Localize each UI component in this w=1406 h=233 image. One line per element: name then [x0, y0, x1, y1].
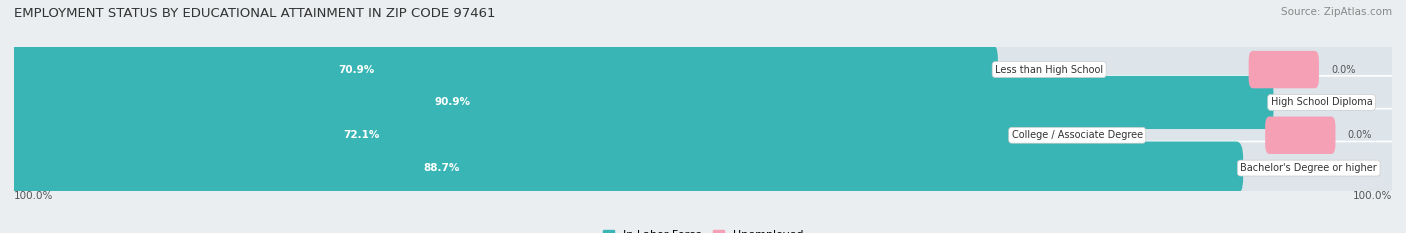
Text: Source: ZipAtlas.com: Source: ZipAtlas.com — [1281, 7, 1392, 17]
Text: 70.9%: 70.9% — [337, 65, 374, 75]
Text: Bachelor's Degree or higher: Bachelor's Degree or higher — [1240, 163, 1376, 173]
Text: 90.9%: 90.9% — [434, 97, 471, 107]
FancyBboxPatch shape — [1249, 51, 1319, 88]
FancyBboxPatch shape — [7, 141, 1243, 195]
FancyBboxPatch shape — [7, 43, 1399, 96]
Text: College / Associate Degree: College / Associate Degree — [1012, 130, 1143, 140]
Text: 72.1%: 72.1% — [343, 130, 380, 140]
Text: 0.0%: 0.0% — [1348, 130, 1372, 140]
Text: 0.0%: 0.0% — [1331, 65, 1355, 75]
FancyBboxPatch shape — [1265, 116, 1336, 154]
FancyBboxPatch shape — [7, 43, 998, 96]
FancyBboxPatch shape — [7, 76, 1274, 129]
Text: 100.0%: 100.0% — [1353, 191, 1392, 201]
Text: 88.7%: 88.7% — [423, 163, 460, 173]
FancyBboxPatch shape — [7, 76, 1399, 129]
Text: 100.0%: 100.0% — [14, 191, 53, 201]
Text: High School Diploma: High School Diploma — [1271, 97, 1372, 107]
Text: Less than High School: Less than High School — [995, 65, 1104, 75]
FancyBboxPatch shape — [7, 109, 1014, 162]
Legend: In Labor Force, Unemployed: In Labor Force, Unemployed — [603, 230, 803, 233]
FancyBboxPatch shape — [7, 141, 1399, 195]
Text: EMPLOYMENT STATUS BY EDUCATIONAL ATTAINMENT IN ZIP CODE 97461: EMPLOYMENT STATUS BY EDUCATIONAL ATTAINM… — [14, 7, 495, 20]
FancyBboxPatch shape — [7, 109, 1399, 162]
